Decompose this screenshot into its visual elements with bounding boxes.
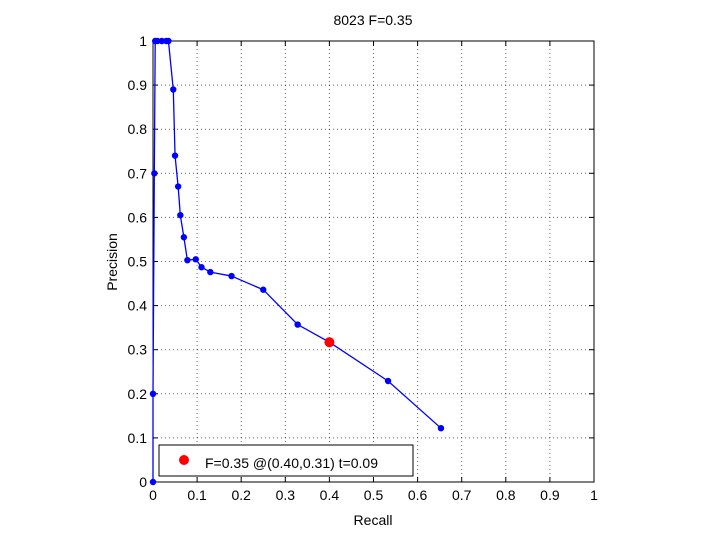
series-point xyxy=(174,183,182,190)
y-tick-label: 1 xyxy=(139,33,147,49)
y-tick-label: 0.5 xyxy=(128,254,148,270)
y-tick-label: 0.3 xyxy=(128,342,148,358)
x-tick-label: 0.1 xyxy=(187,487,207,503)
x-tick-label: 0.4 xyxy=(320,487,340,503)
series-point xyxy=(151,170,158,177)
series-point xyxy=(177,211,184,219)
legend-label: F=0.35 @(0.40,0.31) t=0.09 xyxy=(205,455,378,471)
y-tick-label: 0.8 xyxy=(128,121,148,137)
x-tick-label: 0.3 xyxy=(276,487,296,503)
x-tick-label: 0.7 xyxy=(452,487,472,503)
series-point xyxy=(149,390,157,397)
y-tick-label: 0.6 xyxy=(128,209,148,225)
series-point xyxy=(198,264,205,271)
x-tick-label: 1 xyxy=(590,487,598,503)
highlight-layer xyxy=(324,337,335,348)
series-point xyxy=(149,478,157,486)
x-tick-label: 0.8 xyxy=(496,487,516,503)
x-tick-label: 0.5 xyxy=(364,487,384,503)
series-point xyxy=(192,256,199,263)
y-tick-label: 0.9 xyxy=(128,77,148,93)
series-point xyxy=(294,321,301,328)
series-point xyxy=(184,256,191,264)
y-tick-label: 0.2 xyxy=(128,386,148,402)
series-point xyxy=(165,37,172,45)
x-tick-label: 0.6 xyxy=(408,487,428,503)
series-point xyxy=(437,424,445,432)
y-axis-title: Precision xyxy=(104,233,120,291)
grid xyxy=(153,41,594,482)
x-tick-label: 0 xyxy=(149,487,157,503)
series-point xyxy=(384,377,392,385)
y-tick-label: 0.1 xyxy=(128,430,148,446)
x-axis-title: Recall xyxy=(354,512,393,528)
x-tick-label: 0.2 xyxy=(231,487,251,503)
series-point xyxy=(228,272,235,280)
series-point xyxy=(207,268,214,276)
chart-title: 8023 F=0.35 xyxy=(333,12,412,28)
series-point xyxy=(158,37,166,45)
series-point xyxy=(260,286,267,293)
series-point xyxy=(180,234,188,241)
series-point xyxy=(171,152,179,159)
series-layer xyxy=(149,37,445,486)
x-tick-label: 0.9 xyxy=(540,487,560,503)
axis-ticks: 0 0.1 0.2 0.3 0.4 0.5 0.6 0.7 0.8 0.9 1 0 0.1 0.2 0.3 0… xyxy=(128,33,599,503)
legend-box xyxy=(158,444,414,477)
y-tick-label: 0 xyxy=(139,474,147,490)
y-tick-label: 0.7 xyxy=(128,165,148,181)
series-point xyxy=(170,86,177,93)
legend-marker xyxy=(179,455,189,465)
best-f-point xyxy=(324,337,335,348)
legend: F=0.35 @(0.40,0.31) t=0.09 xyxy=(158,444,414,477)
series-point xyxy=(154,37,161,45)
y-tick-label: 0.4 xyxy=(128,298,148,314)
